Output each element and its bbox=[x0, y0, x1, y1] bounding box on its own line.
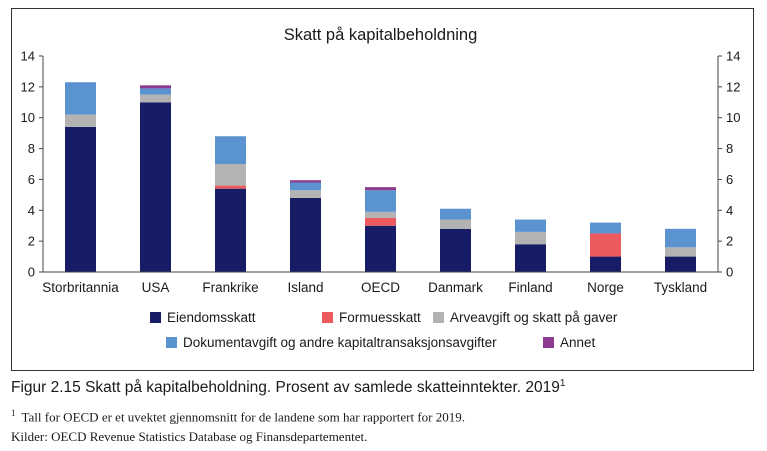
bar-segment bbox=[665, 247, 696, 257]
legend-label: Formuesskatt bbox=[339, 310, 421, 325]
y-tick-label-left: 12 bbox=[21, 79, 35, 94]
x-category-label: Finland bbox=[508, 280, 552, 295]
bar-segment bbox=[65, 82, 96, 115]
bar-segment bbox=[215, 188, 246, 272]
bar-segment bbox=[215, 136, 246, 164]
bar-segment bbox=[290, 197, 321, 272]
bar-segment bbox=[290, 190, 321, 198]
bar-segment bbox=[515, 244, 546, 272]
bar-segment bbox=[665, 228, 696, 248]
legend-label: Arveavgift og skatt på gaver bbox=[450, 310, 618, 325]
bar-segment bbox=[290, 180, 321, 183]
caption-footnote-marker: 1 bbox=[559, 378, 566, 389]
legend-label: Dokumentavgift og andre kapitaltransaksj… bbox=[183, 335, 497, 350]
legend-swatch bbox=[543, 337, 554, 348]
bar-segment bbox=[365, 218, 396, 226]
bar-segment bbox=[440, 208, 471, 220]
legend-label: Eiendomsskatt bbox=[167, 310, 256, 325]
y-tick-label-left: 14 bbox=[21, 49, 35, 64]
bar-segment bbox=[590, 233, 621, 257]
bar-segment bbox=[665, 256, 696, 272]
bar-segment bbox=[140, 94, 171, 103]
bar-segment bbox=[440, 219, 471, 229]
y-tick-label-left: 10 bbox=[21, 110, 35, 125]
y-tick-label-right: 2 bbox=[726, 234, 733, 249]
caption-text: Figur 2.15 Skatt på kapitalbeholdning. P… bbox=[11, 379, 560, 397]
y-tick-label-left: 6 bbox=[28, 172, 35, 187]
y-tick-label-right: 8 bbox=[726, 141, 733, 156]
sources-line: Kilder: OECD Revenue Statistics Database… bbox=[11, 429, 368, 444]
x-category-label: OECD bbox=[361, 280, 400, 295]
bar-segment bbox=[65, 114, 96, 127]
bar-segment bbox=[515, 219, 546, 232]
bar-segment bbox=[590, 222, 621, 234]
y-tick-label-right: 12 bbox=[726, 79, 740, 94]
bar-segment bbox=[140, 85, 171, 89]
bar-segment bbox=[365, 225, 396, 272]
bar-segment bbox=[590, 256, 621, 272]
x-category-label: Frankrike bbox=[202, 280, 258, 295]
y-tick-label-left: 4 bbox=[28, 203, 35, 218]
y-tick-label-right: 10 bbox=[726, 110, 740, 125]
x-category-label: Norge bbox=[587, 280, 624, 295]
figure-caption: Figur 2.15 Skatt på kapitalbeholdning. P… bbox=[11, 378, 565, 397]
legend-swatch bbox=[433, 312, 444, 323]
stacked-bar-chart: Skatt på kapitalbeholdning 0 0 2 2 4 4 6 6 8 8 10 10… bbox=[21, 26, 741, 350]
bar-segment bbox=[515, 231, 546, 245]
y-tick-label-left: 2 bbox=[28, 234, 35, 249]
bar-segment bbox=[365, 211, 396, 218]
bar-segment bbox=[440, 228, 471, 272]
x-category-label: Tyskland bbox=[654, 280, 707, 295]
legend-label: Annet bbox=[560, 335, 596, 350]
legend-swatch bbox=[322, 312, 333, 323]
legend-swatch bbox=[150, 312, 161, 323]
legend-swatch bbox=[166, 337, 177, 348]
bar-segment bbox=[365, 187, 396, 191]
bar-segment bbox=[215, 164, 246, 186]
footnote-text: Tall for OECD er et uvektet gjennomsnitt… bbox=[21, 409, 466, 425]
footnote: 1 Tall for OECD er et uvektet gjennomsnit… bbox=[11, 408, 465, 425]
y-tick-label-right: 6 bbox=[726, 172, 733, 187]
y-tick-label-right: 0 bbox=[726, 265, 733, 280]
x-category-label: USA bbox=[142, 280, 170, 295]
x-category-label: Danmark bbox=[428, 280, 483, 295]
y-tick-label-left: 0 bbox=[28, 265, 35, 280]
bar-segment bbox=[65, 126, 96, 272]
y-tick-label-right: 14 bbox=[726, 49, 740, 64]
bar-segment bbox=[140, 102, 171, 273]
bar-segment bbox=[290, 182, 321, 191]
chart-title: Skatt på kapitalbeholdning bbox=[284, 26, 478, 44]
x-category-label: Storbritannia bbox=[42, 280, 119, 295]
bar-segment bbox=[215, 185, 246, 189]
x-category-label: Island bbox=[287, 280, 323, 295]
y-tick-label-right: 4 bbox=[726, 203, 733, 218]
footnote-marker: 1 bbox=[11, 408, 16, 418]
bar-segment bbox=[140, 88, 171, 95]
bar-segment bbox=[365, 190, 396, 212]
chart-frame: Skatt på kapitalbeholdning 0 0 2 2 4 4 6 6 8 8 10 10… bbox=[11, 8, 754, 371]
y-tick-label-left: 8 bbox=[28, 141, 35, 156]
